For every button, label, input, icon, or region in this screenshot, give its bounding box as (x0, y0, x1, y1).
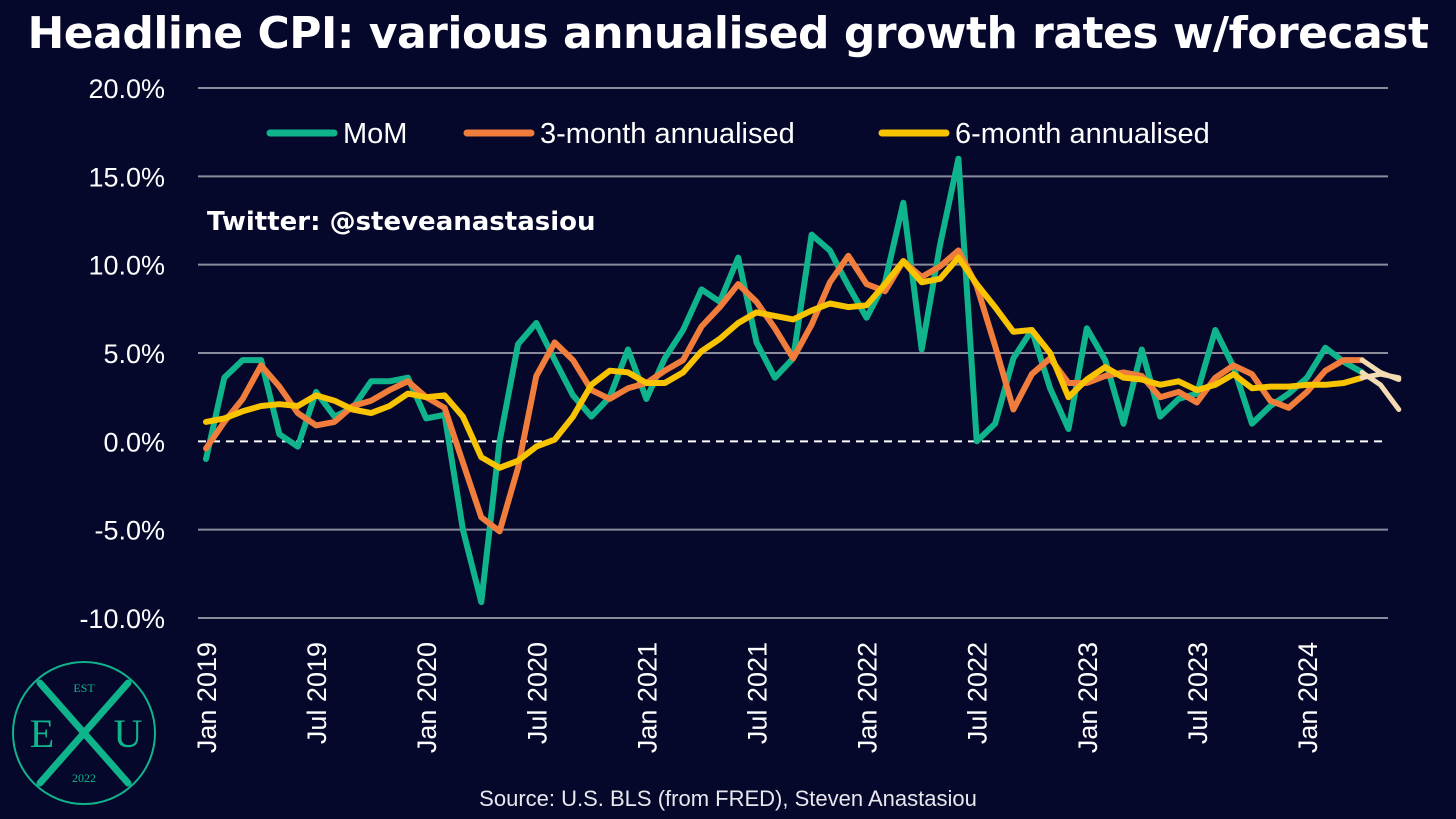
x-tick-label: Jul 2021 (743, 642, 773, 744)
y-tick-label: 15.0% (88, 162, 165, 192)
x-tick-label: Jan 2023 (1073, 642, 1103, 753)
logo-est: EST (73, 681, 95, 695)
logo-ring (12, 661, 156, 805)
logo-cross-line (36, 679, 132, 787)
y-tick-label: 20.0% (88, 74, 165, 104)
legend-label: MoM (343, 118, 407, 150)
series-line (203, 247, 1366, 535)
y-axis-tick-labels: -10.0% -5.0% 0.0% 5.0% 10.0% 15.0% 20.0% (79, 74, 165, 634)
x-tick-label: Jan 2019 (192, 642, 222, 753)
chart-title: Headline CPI: various annualised growth … (27, 8, 1429, 59)
x-tick-label: Jan 2024 (1293, 642, 1323, 753)
logo-letter-u: U (114, 711, 143, 756)
x-tick-label: Jul 2022 (963, 642, 993, 744)
series-lines (203, 155, 1402, 606)
logo-letter-e: E (30, 711, 54, 756)
x-axis-tick-labels: Jan 2019 Jul 2019 Jan 2020 Jul 2020 Jan 2021… (192, 642, 1323, 753)
source-note: Source: U.S. BLS (from FRED), Steven Ana… (479, 786, 977, 811)
x-tick-label: Jan 2022 (853, 642, 883, 753)
y-tick-label: 10.0% (88, 251, 165, 281)
x-tick-label: Jan 2021 (632, 642, 662, 753)
series-line (203, 254, 1366, 471)
twitter-annotation: Twitter: @steveanastasiou (207, 207, 596, 237)
x-tick-label: Jan 2020 (412, 642, 442, 753)
series-line (203, 155, 1366, 606)
x-tick-label: Jul 2020 (522, 642, 552, 744)
legend-label: 6-month annualised (955, 118, 1210, 150)
y-tick-label: 5.0% (103, 339, 165, 369)
forecast-line (1359, 371, 1402, 381)
y-tick-label: -5.0% (94, 516, 165, 546)
exu-logo: EST E U 2022 (12, 661, 156, 805)
x-tick-label: Jul 2023 (1183, 642, 1213, 744)
x-tick-label: Jul 2019 (302, 642, 332, 744)
legend: MoM 3-month annualised 6-month annualised (266, 118, 1210, 150)
y-tick-label: -10.0% (79, 604, 165, 634)
y-tick-label: 0.0% (103, 427, 165, 457)
legend-label: 3-month annualised (540, 118, 795, 150)
logo-year: 2022 (72, 771, 96, 785)
